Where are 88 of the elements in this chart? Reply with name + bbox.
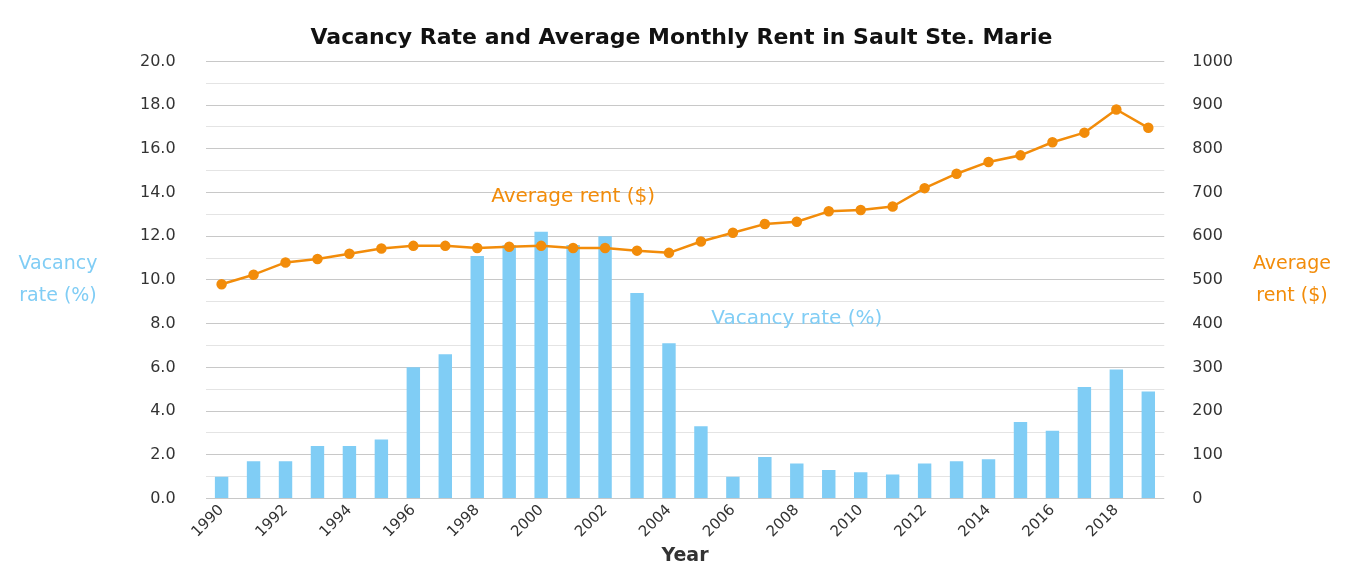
bar xyxy=(822,470,836,498)
y2-tick-label: 1000 xyxy=(1192,50,1233,70)
bar xyxy=(1109,369,1124,498)
point xyxy=(1015,150,1026,161)
y-tick-label: 8.0 xyxy=(150,312,176,332)
point xyxy=(440,240,451,252)
y2-tick-label: 300 xyxy=(1192,356,1223,376)
bar xyxy=(310,446,325,498)
bar xyxy=(246,461,261,498)
y-tick-label: 2.0 xyxy=(150,443,176,463)
bar xyxy=(502,244,516,498)
y2-tick-label: 0 xyxy=(1192,487,1203,507)
y2-tick-label: 700 xyxy=(1192,181,1223,201)
y-tick-label: 16.0 xyxy=(140,137,176,157)
point xyxy=(823,206,834,217)
bar xyxy=(438,354,452,498)
point xyxy=(759,218,771,230)
bar xyxy=(726,476,740,498)
point xyxy=(727,227,739,238)
bar xyxy=(917,463,932,498)
bar xyxy=(981,459,996,498)
bar xyxy=(278,461,293,498)
y-tick-label: 6.0 xyxy=(150,356,176,376)
series-label: Average rent ($) xyxy=(491,183,655,208)
y-tick-label: 14.0 xyxy=(140,181,176,201)
x-axis-title: Year xyxy=(660,542,710,565)
y2-tick-label: 500 xyxy=(1192,269,1223,289)
y2-tick-label: 900 xyxy=(1192,94,1223,114)
point xyxy=(599,242,611,254)
point xyxy=(791,216,803,228)
y-tick-label: 0.0 xyxy=(150,487,176,507)
chart-title: Vacancy Rate and Average Monthly Rent in Sault Ste. Marie xyxy=(310,23,1053,49)
y-tick-label: 20.0 xyxy=(140,50,176,70)
point xyxy=(312,253,323,265)
point xyxy=(503,241,515,252)
bar xyxy=(1141,391,1156,498)
bar xyxy=(406,367,421,498)
bar xyxy=(1013,421,1028,498)
bar xyxy=(470,255,484,498)
y2-axis-title: Average rent ($) xyxy=(1252,250,1332,305)
bar xyxy=(374,439,389,498)
point xyxy=(919,182,930,194)
y-tick-label: 12.0 xyxy=(140,225,176,245)
point xyxy=(855,204,866,216)
series-label: Vacancy rate (%) xyxy=(711,305,883,330)
point xyxy=(983,156,994,168)
point xyxy=(1111,104,1122,115)
bar xyxy=(534,231,548,498)
bar xyxy=(694,426,708,498)
bar xyxy=(790,463,804,498)
point xyxy=(376,243,387,254)
point xyxy=(631,245,643,256)
bar xyxy=(885,474,900,498)
y-axis-title: Vacancy rate (%) xyxy=(18,250,98,305)
point xyxy=(1079,127,1090,138)
point xyxy=(951,168,962,179)
y-tick-label: 18.0 xyxy=(140,94,176,114)
y2-tick-label: 600 xyxy=(1192,225,1223,245)
point xyxy=(344,248,355,259)
y2-tick-label: 800 xyxy=(1192,137,1223,157)
point xyxy=(663,247,675,259)
y-tick-label: 10.0 xyxy=(140,269,176,289)
bar xyxy=(630,293,644,498)
point xyxy=(408,240,419,252)
bar xyxy=(949,461,964,498)
point xyxy=(887,201,898,212)
point xyxy=(567,242,579,254)
point xyxy=(1143,122,1154,134)
bar xyxy=(854,472,868,498)
point xyxy=(695,236,707,247)
bar xyxy=(1045,430,1060,498)
bar xyxy=(214,476,229,498)
point xyxy=(471,242,483,254)
point xyxy=(280,257,291,268)
point xyxy=(248,269,259,280)
bar xyxy=(342,446,357,498)
y-tick-label: 4.0 xyxy=(150,400,176,420)
bar xyxy=(598,236,612,498)
y2-tick-label: 100 xyxy=(1192,443,1223,463)
point xyxy=(1047,137,1058,148)
bar xyxy=(1077,387,1092,498)
y2-tick-label: 400 xyxy=(1192,312,1223,332)
bar xyxy=(758,456,772,498)
bar xyxy=(566,244,580,498)
point xyxy=(535,240,547,252)
point xyxy=(216,279,227,290)
y2-tick-label: 200 xyxy=(1192,400,1223,420)
bar xyxy=(662,343,676,498)
